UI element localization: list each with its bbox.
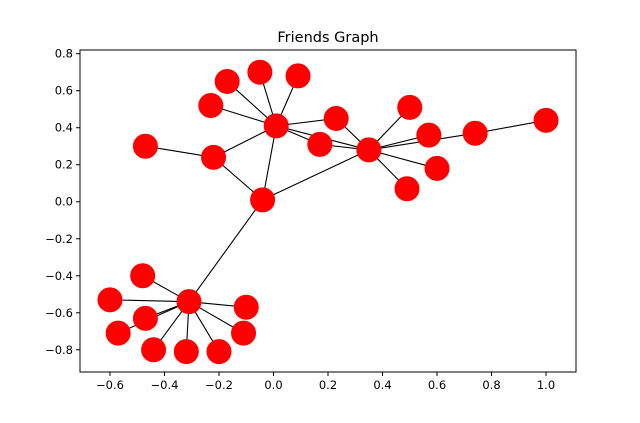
graph-node-24 [206,339,232,365]
graph-node-21 [105,320,131,346]
graph-node-4 [198,93,224,119]
x-tick-label: −0.2 [205,378,233,392]
graph-node-1 [247,59,273,85]
y-tick-label: 0.8 [55,47,73,61]
graph-node-19 [97,287,123,313]
x-tick-label: −0.6 [96,378,124,392]
graph-node-3 [214,68,240,94]
chart-title: Friends Graph [277,30,378,46]
graph-node-12 [416,122,442,148]
y-tick-label: 0.4 [55,121,73,135]
graph-edge-12 [188,199,264,303]
y-tick-label: −0.4 [45,269,73,283]
graph-node-18 [130,263,156,289]
graph-node-2 [285,63,311,89]
y-axis: −0.8 −0.6 −0.4 −0.2 0.0 0.2 0.4 0.6 0.8 [45,47,80,357]
graph-node-22 [141,337,167,363]
graph-edge-11 [262,149,370,201]
graph-node-11 [397,94,423,120]
x-tick-label: 1.0 [537,378,555,392]
graph-node-0 [263,113,289,139]
graph-node-14 [533,107,559,133]
y-tick-label: −0.6 [45,306,73,320]
x-tick-label: 0.8 [482,378,500,392]
x-axis: −0.6 −0.4 −0.2 0.0 0.2 0.4 0.6 0.8 1.0 [96,372,555,392]
graph-node-7 [201,144,227,170]
graph-node-25 [231,320,257,346]
y-tick-label: 0.2 [55,158,73,172]
y-tick-label: −0.2 [45,232,73,246]
y-tick-label: −0.8 [45,343,73,357]
graph-node-9 [250,187,276,213]
nodes-layer [97,59,559,365]
x-tick-label: 0.6 [428,378,446,392]
graph-node-15 [424,155,450,181]
graph-node-6 [307,131,333,157]
graph-node-5 [323,105,349,131]
x-tick-label: 0.0 [264,378,282,392]
graph-node-16 [394,176,420,202]
x-tick-label: 0.4 [373,378,391,392]
graph-node-26 [233,294,259,320]
x-tick-label: 0.2 [319,378,337,392]
graph-node-23 [173,339,199,365]
graph-edge-22 [109,299,190,303]
graph-node-10 [356,137,382,163]
graph-node-20 [132,305,158,331]
x-tick-label: −0.4 [151,378,179,392]
graph-edge-7 [262,125,277,200]
y-tick-label: 0.0 [55,195,73,209]
graph-node-8 [132,133,158,159]
graph-node-17 [176,289,202,315]
graph-node-13 [462,120,488,146]
y-tick-label: 0.6 [55,84,73,98]
